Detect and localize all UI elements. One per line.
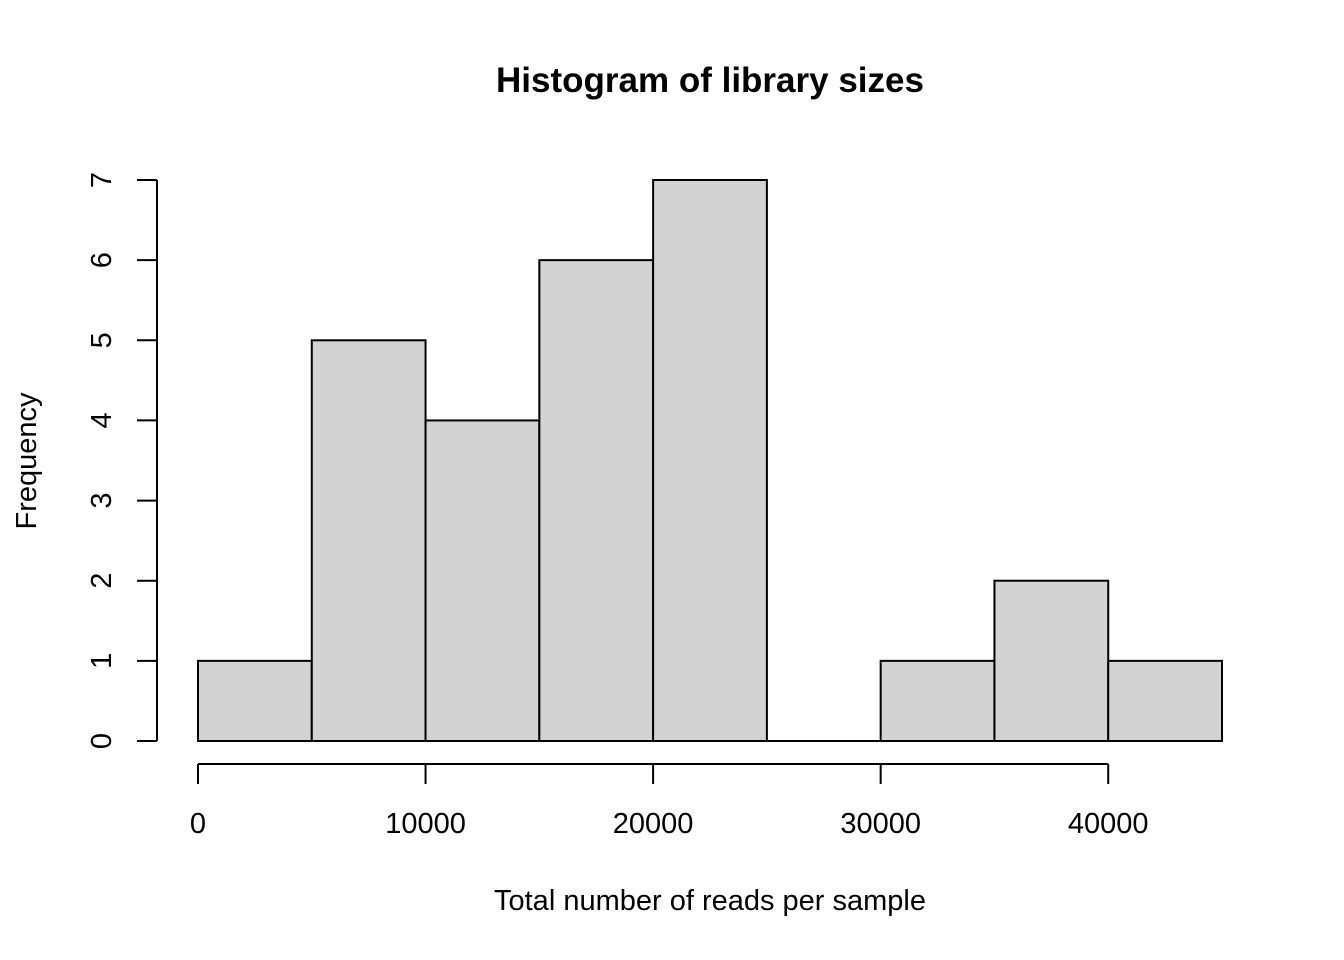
chart-title: Histogram of library sizes — [496, 61, 924, 100]
histogram-bar-2 — [424, 419, 541, 742]
y-tick-label-0: 0 — [86, 733, 118, 749]
y-tick-label-4: 4 — [86, 412, 118, 428]
histogram-bar-6 — [879, 659, 996, 742]
x-axis-label: Total number of reads per sample — [494, 885, 926, 917]
bars-group — [197, 179, 1223, 743]
y-tick-label-3: 3 — [86, 493, 118, 509]
histogram-bar-3 — [538, 259, 655, 742]
y-tick-label-5: 5 — [86, 332, 118, 348]
x-tick-label-4: 40000 — [1068, 808, 1149, 840]
histogram-bar-7 — [993, 579, 1110, 743]
histogram-bar-0 — [197, 659, 313, 742]
y-tick-label-2: 2 — [86, 573, 118, 589]
y-axis-label: Frequency — [11, 392, 43, 530]
y-axis: 0 1 2 3 4 5 6 7 — [86, 172, 158, 749]
x-axis: 0 10000 20000 30000 40000 — [190, 763, 1149, 840]
histogram-bar-8 — [1107, 659, 1223, 742]
y-tick-label-1: 1 — [86, 653, 118, 669]
x-tick-label-1: 10000 — [385, 808, 466, 840]
histogram-bar-4 — [652, 179, 768, 742]
x-tick-label-0: 0 — [190, 808, 206, 840]
y-tick-label-6: 6 — [86, 252, 118, 268]
y-tick-label-7: 7 — [86, 172, 118, 188]
histogram-bar-1 — [310, 339, 427, 742]
x-tick-label-3: 30000 — [840, 808, 921, 840]
x-tick-label-2: 20000 — [613, 808, 694, 840]
